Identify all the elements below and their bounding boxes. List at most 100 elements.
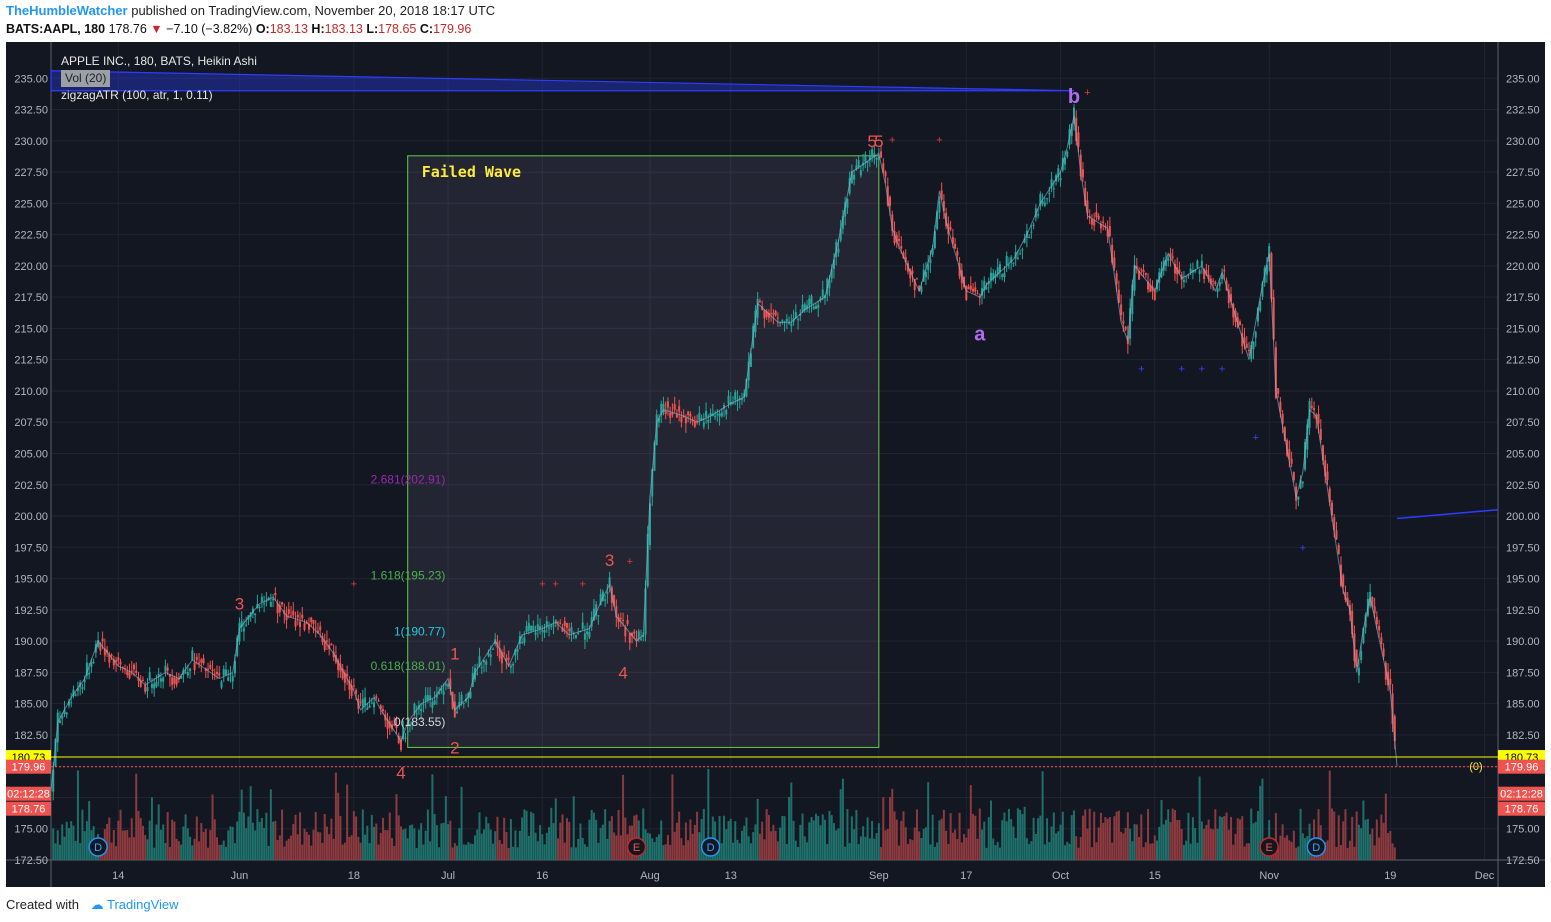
candle-body (1147, 281, 1150, 290)
candle-body (500, 652, 503, 664)
volume-bar (1274, 813, 1277, 860)
candle-body (1039, 194, 1042, 206)
volume-bar (462, 844, 465, 860)
candle-body (951, 236, 954, 244)
event-badge-circle (1306, 837, 1327, 857)
volume-bar (969, 785, 972, 860)
candle-body (186, 672, 189, 676)
candle-body (191, 650, 194, 661)
candle-body (725, 410, 728, 415)
volume-bar (608, 821, 611, 860)
y-tick-label-right: 195.00 (1506, 574, 1540, 586)
volume-bar (835, 830, 838, 860)
candle-body (723, 405, 726, 409)
volume-bar (422, 844, 425, 860)
candle-body (444, 683, 447, 686)
volume-bar (245, 828, 248, 860)
candle-body (1310, 405, 1313, 408)
candle-body (1330, 502, 1333, 516)
candle-body (1254, 331, 1257, 338)
wave-label: 5 (867, 132, 876, 151)
candle-body (1129, 308, 1132, 339)
volume-bar (1061, 811, 1064, 860)
volume-bar (278, 835, 281, 860)
volume-bar (837, 828, 840, 860)
volume-bar (653, 842, 656, 860)
y-tick-label-left: 235.00 (14, 73, 48, 85)
candle-body (653, 442, 656, 471)
candle-body (128, 672, 131, 679)
volume-bar (920, 838, 923, 860)
volume-bar (1227, 829, 1230, 860)
candle-body (507, 657, 510, 660)
volume-bar (491, 843, 494, 860)
volume-bar (281, 809, 284, 860)
y-tick-label-right: 182.50 (1506, 730, 1540, 742)
volume-bar (67, 828, 70, 860)
candle-body (709, 413, 712, 417)
volume-bar (494, 831, 497, 860)
candle-body (126, 670, 129, 675)
tradingview-link[interactable]: ☁ TradingView (91, 897, 179, 912)
candle-body (1261, 283, 1264, 297)
volume-bar (424, 830, 427, 860)
candle-body (516, 649, 519, 652)
candle-body (731, 403, 734, 405)
candle-body (853, 174, 856, 180)
volume-bar (352, 811, 355, 860)
legend-zigzag[interactable]: zigzagATR (100, atr, 1, 0.11) (61, 88, 213, 102)
candle-body (442, 690, 445, 695)
volume-bar (606, 838, 609, 860)
volume-bar (260, 817, 263, 860)
volume-bar (1019, 809, 1022, 860)
candle-body (936, 211, 939, 229)
candle-body (985, 287, 988, 290)
candle-body (604, 599, 607, 601)
candle-body (1212, 280, 1215, 282)
price-tag-bg (6, 801, 51, 816)
candle-body (846, 198, 849, 208)
low-value: 178.65 (378, 22, 417, 36)
candle-body (1355, 649, 1358, 667)
candle-body (1198, 270, 1201, 274)
volume-bar (272, 821, 275, 860)
volume-bar (1223, 816, 1226, 860)
event-badge: D (1306, 837, 1327, 857)
y-tick-label-right: 235.00 (1506, 73, 1540, 85)
candle-body (184, 672, 187, 674)
candle-body (1357, 667, 1360, 676)
candle-body (588, 631, 591, 638)
volume-bar (202, 831, 205, 860)
volume-bar (1382, 822, 1385, 860)
candle-body (776, 317, 779, 319)
volume-bar (388, 812, 391, 860)
volume-bar (124, 830, 127, 860)
candle-body (162, 677, 165, 682)
upper-trendline (50, 70, 1075, 92)
event-badge-label: D (94, 842, 102, 854)
candle-body (1122, 320, 1125, 324)
candle-body (745, 378, 748, 397)
volume-bar (848, 843, 851, 860)
plus-marker: + (1252, 432, 1258, 444)
volume-bar (853, 829, 856, 860)
candle-body (559, 622, 562, 624)
candle-body (1104, 225, 1107, 228)
volume-bar (1079, 837, 1082, 860)
volume-bar (664, 844, 667, 860)
candle-body (316, 630, 319, 633)
volume-bar (586, 846, 589, 860)
candle-body (272, 599, 275, 601)
volume-bar (1245, 843, 1248, 860)
candle-body (1279, 401, 1282, 412)
volume-bar (754, 824, 757, 860)
volume-bar (1046, 818, 1049, 860)
candle-body (1306, 424, 1309, 450)
volume-bar (1124, 827, 1127, 860)
author-link[interactable]: TheHumbleWatcher (6, 3, 128, 18)
volume-bar (1200, 821, 1203, 860)
volume-bar (1364, 819, 1367, 860)
candle-body (294, 620, 297, 627)
price-chart[interactable]: Failed Wave (0) 2.681(202.91) 1.618(195.23)… (6, 42, 1545, 887)
legend-volume[interactable]: Vol (20) (61, 70, 111, 87)
